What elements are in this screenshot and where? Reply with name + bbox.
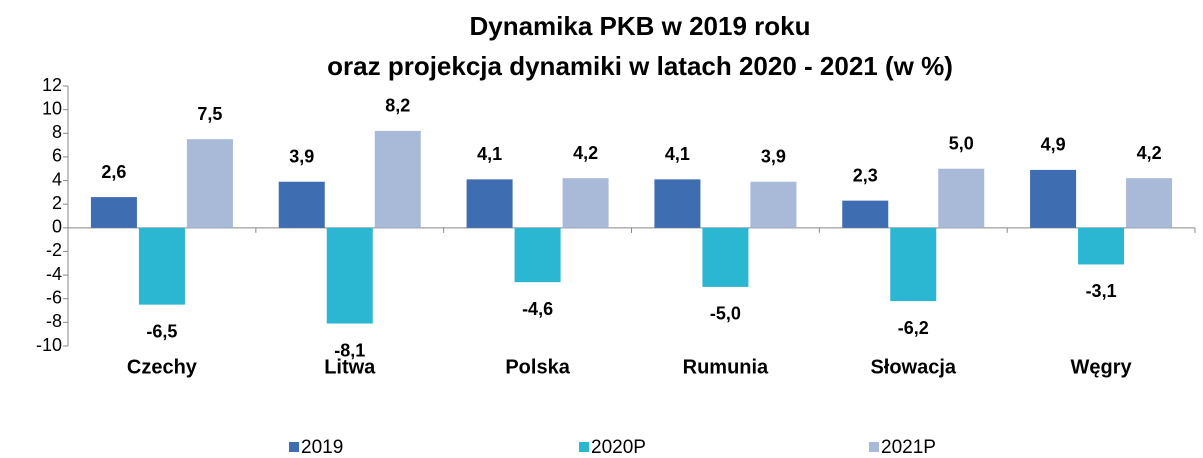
bar (1078, 227, 1125, 265)
value-label: -6,2 (898, 318, 929, 338)
y-tick-label: 4 (52, 169, 62, 189)
bar (750, 181, 797, 228)
bar (90, 197, 137, 228)
y-tick-label: -4 (46, 264, 62, 284)
bar (1030, 169, 1077, 228)
bar (466, 179, 513, 228)
value-label: -5,0 (710, 304, 741, 324)
value-label: 4,1 (665, 144, 690, 164)
bar (1126, 178, 1173, 228)
bar (842, 200, 889, 228)
value-label: 8,2 (385, 96, 410, 116)
bar (514, 227, 561, 283)
y-tick-label: 12 (42, 75, 62, 95)
bar (938, 168, 985, 228)
bar (326, 227, 373, 324)
bar (186, 139, 233, 228)
value-label: 3,9 (289, 146, 314, 166)
legend-label: 2019 (301, 437, 343, 458)
legend-swatch (579, 442, 589, 452)
y-tick-label: -10 (36, 335, 62, 355)
y-tick-label: -8 (46, 311, 62, 331)
bar (138, 227, 185, 305)
x-tick-label: Litwa (324, 356, 376, 378)
value-label: 5,0 (949, 133, 974, 153)
value-label: -4,6 (522, 299, 553, 319)
x-tick-label: Słowacja (870, 356, 956, 378)
x-tick-label: Rumunia (683, 356, 769, 378)
value-label: 2,6 (101, 162, 126, 182)
legend-swatch (869, 442, 879, 452)
y-tick-label: 2 (52, 193, 62, 213)
value-label: -8,1 (334, 340, 365, 360)
bar (654, 179, 701, 228)
x-tick-label: Węgry (1071, 356, 1133, 378)
value-label: 4,2 (573, 143, 598, 163)
bar (278, 181, 325, 228)
value-label: -3,1 (1086, 281, 1117, 301)
value-label: 4,1 (477, 144, 502, 164)
chart-title: Dynamika PKB w 2019 roku (469, 11, 810, 41)
bar (890, 227, 937, 302)
y-tick-label: 8 (52, 122, 62, 142)
x-tick-label: Polska (505, 356, 570, 378)
bar (702, 227, 749, 287)
y-tick-label: -2 (46, 240, 62, 260)
value-label: 2,3 (853, 165, 878, 185)
legend-label: 2020P (591, 437, 646, 458)
y-tick-label: 6 (52, 146, 62, 166)
legend-swatch (289, 442, 299, 452)
bar (374, 130, 421, 228)
y-tick-label: -6 (46, 287, 62, 307)
chart-title: oraz projekcja dynamiki w latach 2020 - … (327, 51, 953, 81)
value-label: 4,2 (1137, 143, 1162, 163)
value-label: 7,5 (197, 104, 222, 124)
x-tick-label: Czechy (127, 356, 198, 378)
y-tick-label: 10 (42, 98, 62, 118)
value-label: 4,9 (1041, 135, 1066, 155)
value-label: 3,9 (761, 146, 786, 166)
bar (562, 178, 609, 228)
value-label: -6,5 (146, 321, 177, 341)
y-tick-label: 0 (52, 217, 62, 237)
legend-label: 2021P (881, 437, 936, 458)
